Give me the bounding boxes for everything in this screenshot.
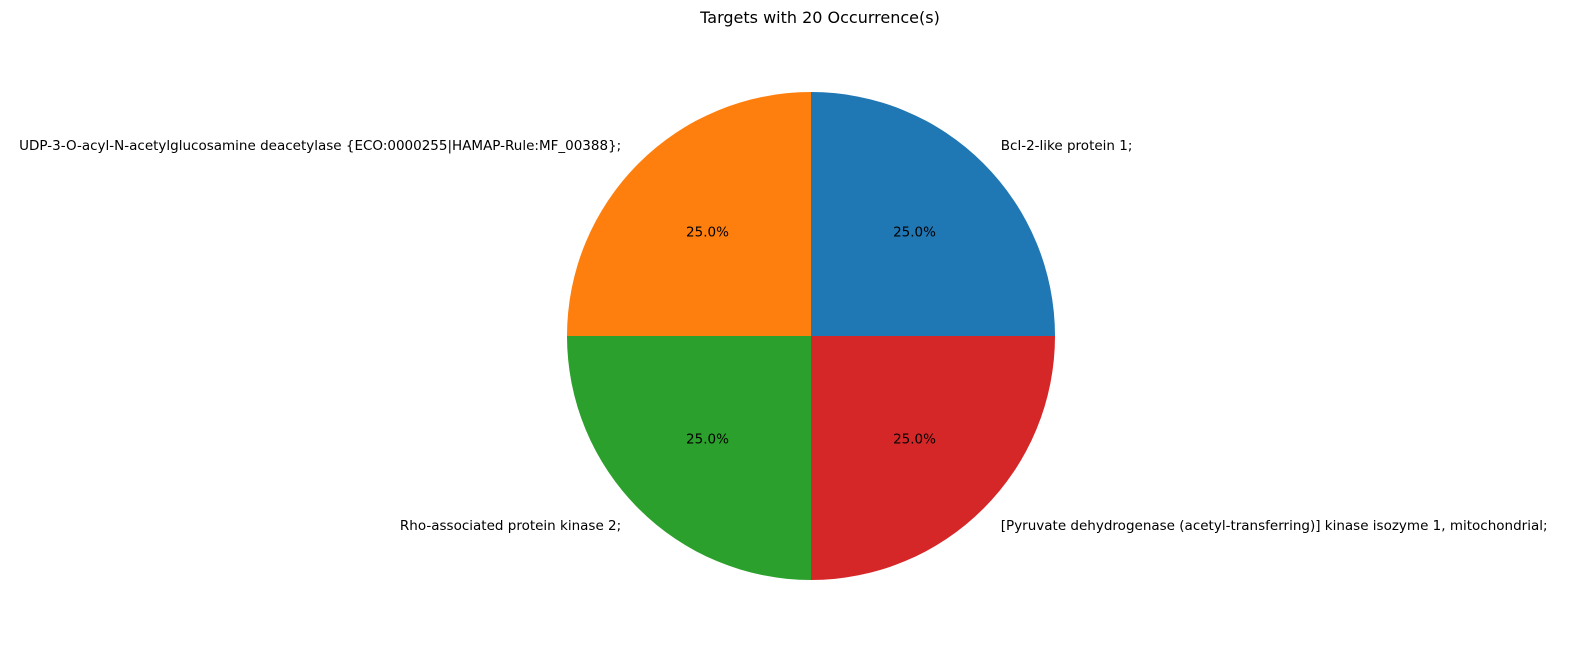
slice-label: Bcl-2-like protein 1; xyxy=(1001,138,1133,154)
slice-percent-label: 25.0% xyxy=(893,224,936,240)
slice-label: UDP-3-O-acyl-N-acetylglucosamine deacety… xyxy=(19,138,621,154)
slice-percent-label: 25.0% xyxy=(686,432,729,448)
slice-label: [Pyruvate dehydrogenase (acetyl-transfer… xyxy=(1001,518,1548,534)
pie-slice xyxy=(811,336,1055,580)
slice-percent-label: 25.0% xyxy=(893,432,936,448)
pie-slice xyxy=(811,92,1055,336)
pie-slices xyxy=(567,92,1055,580)
slice-label: Rho-associated protein kinase 2; xyxy=(400,518,621,534)
pie-slice xyxy=(567,92,811,336)
pie-slice xyxy=(567,336,811,580)
slice-percent-label: 25.0% xyxy=(686,224,729,240)
pie-labels: Bcl-2-like protein 1; 25.0% UDP-3-O-acyl-N… xyxy=(19,138,1547,534)
chart-title: Targets with 20 Occurrence(s) xyxy=(699,8,940,27)
